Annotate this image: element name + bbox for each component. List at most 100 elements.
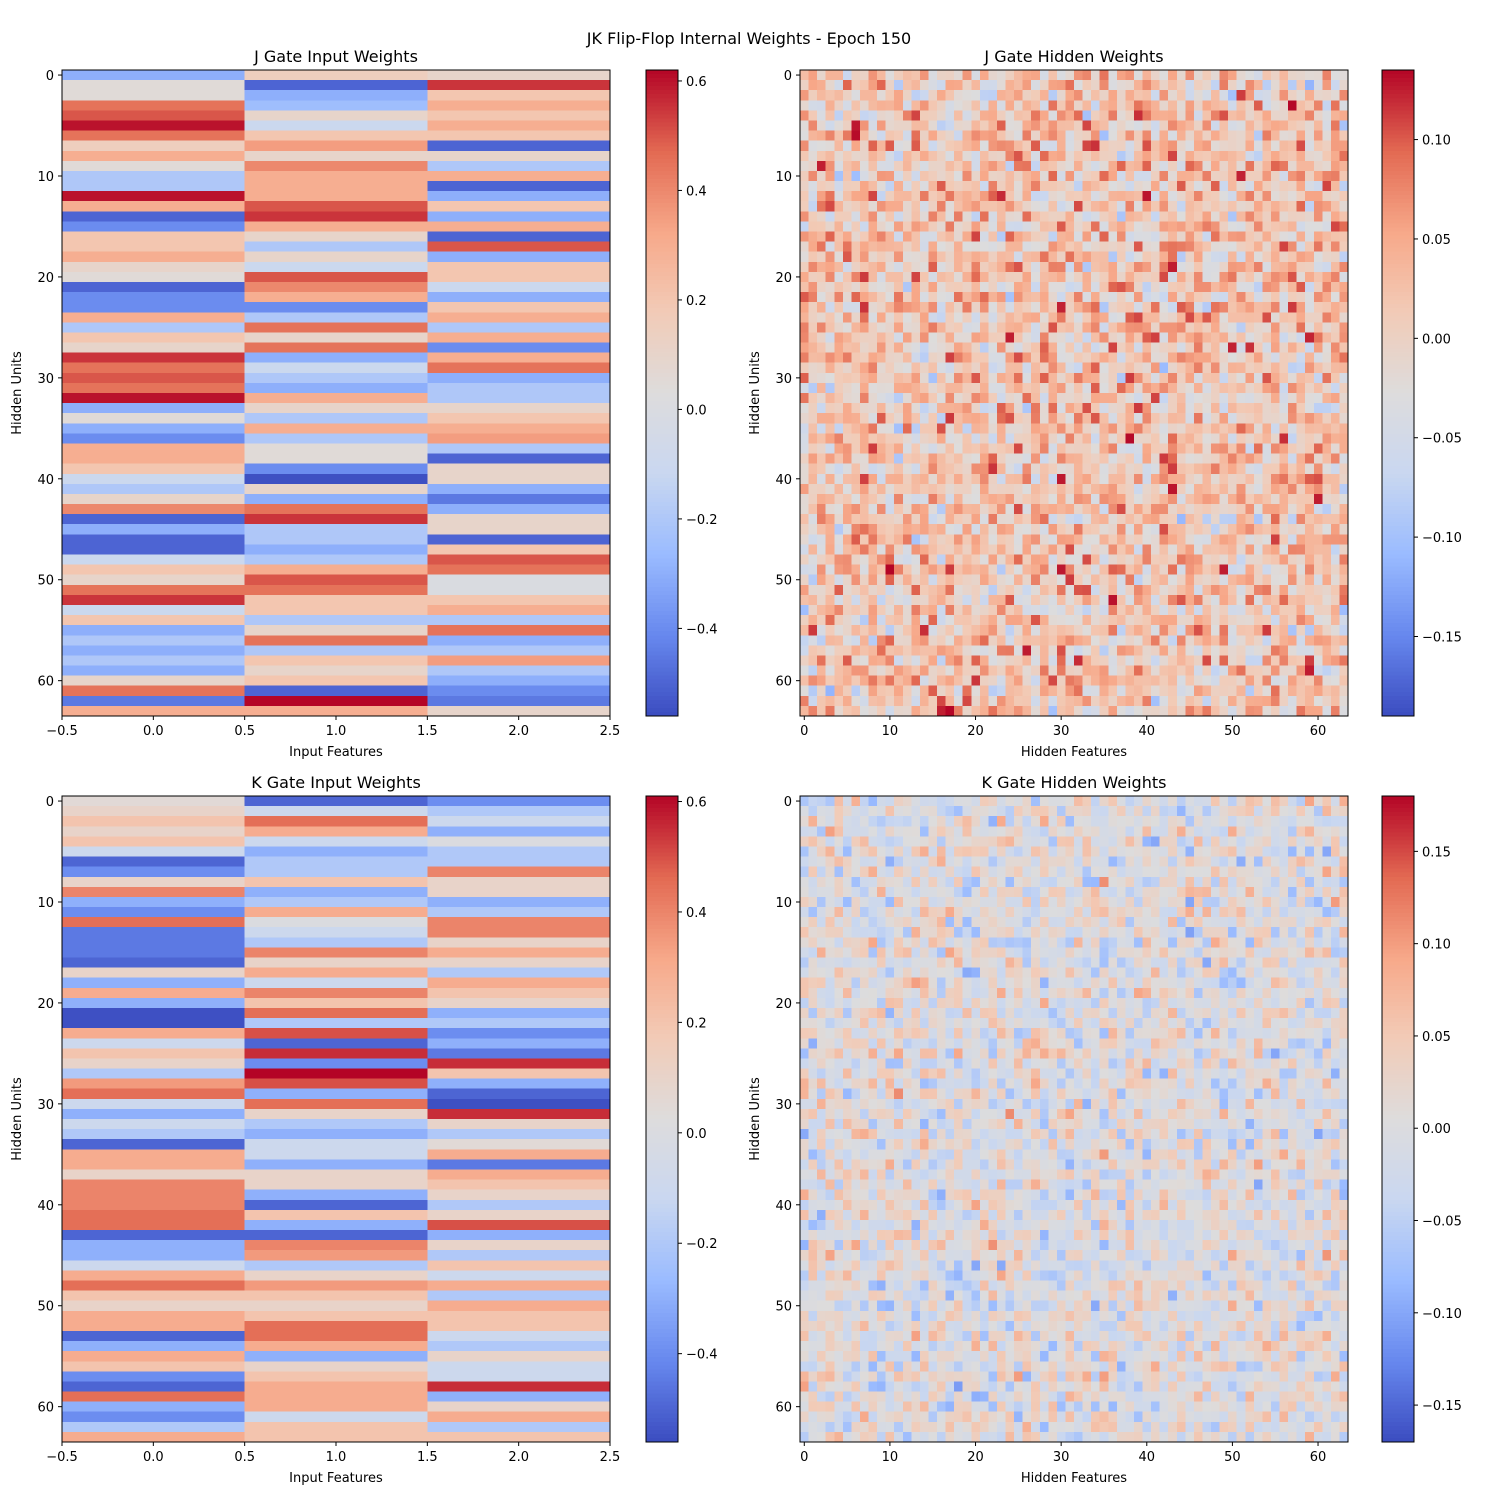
heatmap-cell [800,231,810,243]
heatmap-cell [808,70,818,81]
colorbar-segment [646,1058,678,1064]
heatmap-cell [996,645,1007,657]
heatmap-cell [427,554,611,566]
heatmap-cell [1065,473,1075,485]
heatmap-cell [1228,140,1238,152]
heatmap-cell [996,271,1007,283]
heatmap-cell [1099,372,1109,384]
heatmap-cell [1296,281,1306,293]
heatmap-cell [842,423,852,434]
heatmap-cell [1185,261,1195,273]
heatmap-cell [1091,80,1101,91]
heatmap-cell [859,120,870,132]
heatmap-cell [244,685,428,697]
heatmap-cell [1185,322,1195,334]
heatmap-cell [894,413,904,424]
colorbar-segment [646,469,678,475]
heatmap-cell [1228,80,1238,91]
colorbar-segment [1382,667,1414,673]
heatmap-cell [817,261,827,273]
heatmap-cell [1245,524,1255,535]
heatmap-cell [1245,594,1255,606]
heatmap-cell [1056,534,1067,545]
heatmap-cell [928,504,938,515]
heatmap-cell [1339,140,1349,152]
heatmap-cell [1330,534,1341,545]
heatmap-cell [962,645,972,657]
heatmap-cell [1228,130,1238,142]
heatmap-cell [1202,574,1212,586]
heatmap-cell [979,524,989,535]
heatmap-cell [825,211,835,222]
heatmap-cell [62,1391,246,1403]
heatmap-cell [1116,382,1126,394]
heatmap-cell [808,705,818,717]
heatmap-cell [62,423,246,434]
heatmap-cell [842,110,852,122]
heatmap-cell [962,433,972,445]
heatmap-cell [1313,362,1323,374]
heatmap-cell [971,271,981,283]
heatmap-cell [1262,705,1272,717]
heatmap-cell [1116,302,1126,313]
heatmap-cell [1014,130,1024,142]
heatmap-cell [1219,554,1229,566]
heatmap-cell [1056,100,1067,111]
heatmap-cell [1022,554,1032,566]
heatmap-cell [817,332,827,344]
heatmap-cell [962,191,972,202]
heatmap-cell [1305,372,1315,384]
colorbar-segment [1382,283,1414,289]
heatmap-cell [1014,695,1024,707]
heatmap-cell [851,443,861,455]
heatmap-cell [1330,80,1341,91]
heatmap-cell [962,453,972,465]
colorbar-segment [1382,166,1414,172]
heatmap-cell [1330,120,1341,132]
heatmap-cell [1313,150,1323,162]
heatmap-cell [1193,705,1204,717]
heatmap-cell [877,685,887,697]
heatmap-cell [1031,594,1041,606]
heatmap-cell [1279,665,1289,677]
heatmap-cell [1031,584,1041,596]
heatmap-cell [1245,685,1255,697]
heatmap-cell [894,655,904,667]
heatmap-cell [1168,443,1178,455]
heatmap-cell [945,504,955,515]
heatmap-cell [1176,403,1186,414]
heatmap-cell [800,433,810,445]
heatmap-cell [1262,181,1272,192]
heatmap-cell [1185,403,1195,414]
heatmap-cell [894,322,904,334]
heatmap-cell [1048,504,1058,515]
colorbar-segment [646,425,678,430]
colorbar-segment [1382,154,1414,160]
heatmap-cell [1219,493,1229,505]
heatmap-cell [1159,705,1169,717]
heatmap-cell [1228,443,1238,455]
colorbar-segment [646,106,678,111]
heatmap-cell [1253,322,1263,334]
heatmap-cell [1193,615,1204,626]
heatmap-cell [1253,90,1263,101]
heatmap-cell [1219,181,1229,192]
heatmap-cell [808,695,818,707]
heatmap-cell [1305,100,1315,111]
heatmap-cell [1014,382,1024,394]
heatmap-cell [1219,655,1229,667]
heatmap-cell [988,403,998,414]
heatmap-cell [1202,322,1212,334]
heatmap-cell [1159,261,1169,273]
colorbar-segment [1382,461,1414,467]
heatmap-cell [817,423,827,434]
heatmap-cell [1288,625,1298,636]
heatmap-cell [962,554,972,566]
heatmap-cell [1193,473,1204,485]
heatmap-cell [800,251,810,263]
heatmap-cell [834,584,844,596]
heatmap-cell [1202,504,1212,515]
heatmap-cell [1253,433,1263,445]
heatmap-cell [1091,493,1101,505]
heatmap-cell [808,645,818,657]
